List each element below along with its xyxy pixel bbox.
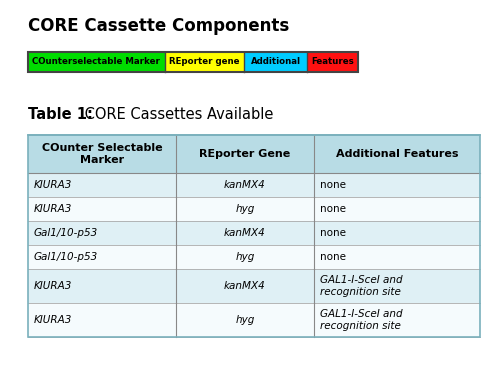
Text: Gal1/10-p53: Gal1/10-p53 <box>34 228 98 238</box>
Text: REporter gene: REporter gene <box>169 57 240 66</box>
Text: kanMX4: kanMX4 <box>224 281 266 291</box>
Text: hyg: hyg <box>236 315 255 325</box>
Bar <box>164 52 244 72</box>
Text: hyg: hyg <box>236 252 255 262</box>
Bar <box>307 52 358 72</box>
Bar <box>28 269 480 303</box>
Text: COunter Selectable
Marker: COunter Selectable Marker <box>42 143 162 165</box>
Text: COunterselectable Marker: COunterselectable Marker <box>32 57 160 66</box>
Text: kanMX4: kanMX4 <box>224 180 266 190</box>
Bar <box>28 197 480 221</box>
Text: hyg: hyg <box>236 204 255 214</box>
Bar <box>28 173 480 197</box>
Text: Additional Features: Additional Features <box>336 149 458 159</box>
Text: KIURA3: KIURA3 <box>34 315 72 325</box>
Text: Additional: Additional <box>250 57 300 66</box>
Text: none: none <box>320 252 346 262</box>
Bar <box>244 52 307 72</box>
Bar <box>28 221 480 245</box>
Text: Table 1:: Table 1: <box>28 107 93 122</box>
Text: Gal1/10-p53: Gal1/10-p53 <box>34 252 98 262</box>
Text: KIURA3: KIURA3 <box>34 204 72 214</box>
Text: GAL1-I-SceI and
recognition site: GAL1-I-SceI and recognition site <box>320 275 402 297</box>
Text: KIURA3: KIURA3 <box>34 180 72 190</box>
Text: KIURA3: KIURA3 <box>34 281 72 291</box>
Bar <box>28 303 480 337</box>
Bar <box>28 135 480 337</box>
Text: CORE Cassettes Available: CORE Cassettes Available <box>80 107 274 122</box>
Text: none: none <box>320 180 346 190</box>
Bar <box>28 52 358 72</box>
Text: CORE Cassette Components: CORE Cassette Components <box>28 17 289 35</box>
Text: Features: Features <box>311 57 354 66</box>
Bar <box>28 245 480 269</box>
Text: REporter Gene: REporter Gene <box>200 149 290 159</box>
Text: none: none <box>320 204 346 214</box>
Bar <box>28 135 480 173</box>
Text: none: none <box>320 228 346 238</box>
Text: kanMX4: kanMX4 <box>224 228 266 238</box>
Bar <box>28 52 164 72</box>
Text: GAL1-I-SceI and
recognition site: GAL1-I-SceI and recognition site <box>320 309 402 331</box>
